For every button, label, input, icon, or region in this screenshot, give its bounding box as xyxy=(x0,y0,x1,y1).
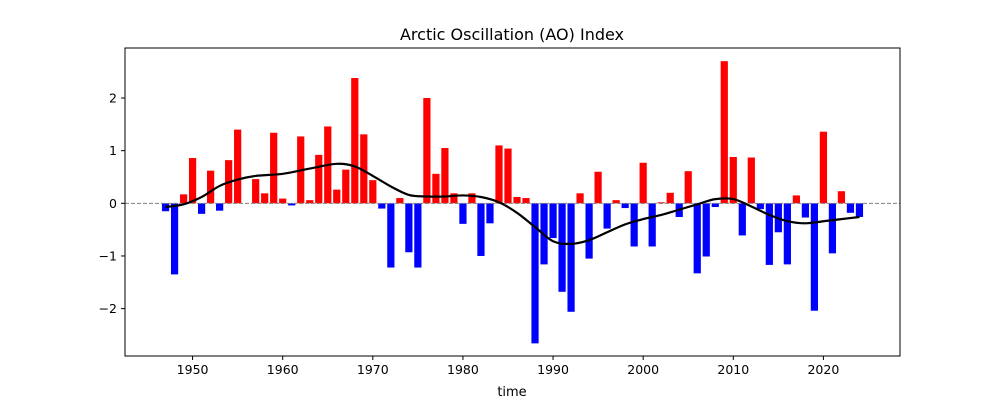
bar-1984 xyxy=(495,145,503,204)
bar-1963 xyxy=(306,200,314,204)
bar-2002 xyxy=(657,202,665,204)
bar-2007 xyxy=(702,203,710,257)
x-tick-label-1980: 1980 xyxy=(447,362,479,377)
bar-2011 xyxy=(738,203,746,236)
bar-1994 xyxy=(585,203,593,259)
bar-2019 xyxy=(810,203,818,311)
bar-1988 xyxy=(531,203,539,344)
plot-frame xyxy=(124,47,901,357)
bar-1972 xyxy=(387,203,395,268)
bar-1979 xyxy=(450,193,458,204)
bar-1959 xyxy=(270,132,278,204)
y-tick-label-1: 1 xyxy=(109,143,117,158)
bar-2000 xyxy=(639,162,647,204)
x-axis-label: time xyxy=(497,385,526,400)
bar-2020 xyxy=(819,131,828,204)
bar-2005 xyxy=(684,171,692,204)
bar-2010 xyxy=(729,156,737,204)
bar-1980 xyxy=(459,203,467,224)
y-axis: −2 −1 0 1 2 xyxy=(99,91,125,316)
bar-1953 xyxy=(216,203,224,211)
bar-1986 xyxy=(513,197,521,204)
bar-1950 xyxy=(188,158,197,204)
bar-1987 xyxy=(522,198,530,204)
bar-1982 xyxy=(477,203,485,256)
x-tick-label-1950: 1950 xyxy=(177,362,209,377)
bar-1985 xyxy=(504,148,512,204)
y-tick-label--1: −1 xyxy=(99,248,117,263)
bar-2016 xyxy=(783,203,791,265)
bar-group xyxy=(161,61,864,344)
bar-1991 xyxy=(558,203,566,292)
bar-1948 xyxy=(170,203,179,275)
bar-1974 xyxy=(405,203,413,253)
x-tick-label-2010: 2010 xyxy=(717,362,749,377)
bar-1978 xyxy=(441,148,449,204)
bar-1960 xyxy=(279,198,287,204)
bar-2012 xyxy=(747,157,755,204)
bar-2014 xyxy=(765,203,773,265)
bar-1952 xyxy=(207,170,215,204)
bar-1961 xyxy=(288,203,296,206)
bar-1947 xyxy=(161,203,170,212)
bar-2017 xyxy=(792,195,800,204)
smoothed-ao-line xyxy=(165,162,860,246)
bar-1997 xyxy=(612,200,620,204)
bar-2006 xyxy=(693,203,701,274)
bar-2022 xyxy=(837,191,846,204)
bar-1949 xyxy=(179,194,188,204)
bar-1976 xyxy=(423,98,431,204)
bar-1999 xyxy=(630,203,638,247)
x-tick-label-1990: 1990 xyxy=(537,362,569,377)
bar-1995 xyxy=(594,171,602,204)
x-tick-label-1960: 1960 xyxy=(267,362,299,377)
bar-2009 xyxy=(720,61,728,204)
bar-2003 xyxy=(666,192,674,204)
chart-title: Arctic Oscillation (AO) Index xyxy=(400,25,624,44)
bar-1975 xyxy=(414,203,422,268)
x-tick-label-2000: 2000 xyxy=(627,362,659,377)
bar-1998 xyxy=(621,203,629,209)
y-tick-label--2: −2 xyxy=(99,301,117,316)
bar-1977 xyxy=(432,173,440,204)
bar-2001 xyxy=(648,203,656,247)
bar-1967 xyxy=(342,169,350,204)
bar-1981 xyxy=(468,193,476,204)
y-tick-label-0: 0 xyxy=(109,196,117,211)
bar-2013 xyxy=(756,203,764,210)
bar-2018 xyxy=(801,203,809,218)
bar-1996 xyxy=(603,203,611,229)
y-tick-label-2: 2 xyxy=(109,91,117,106)
bar-1970 xyxy=(369,180,377,204)
bar-1969 xyxy=(360,134,368,204)
bar-2023 xyxy=(846,203,855,213)
bar-1955 xyxy=(234,129,242,204)
bar-1951 xyxy=(197,203,206,214)
bar-2024 xyxy=(855,203,864,218)
bar-2008 xyxy=(711,203,719,208)
bar-1971 xyxy=(378,203,386,209)
bar-1973 xyxy=(396,198,404,204)
x-tick-label-1970: 1970 xyxy=(357,362,389,377)
bar-1966 xyxy=(333,189,341,204)
bar-1992 xyxy=(567,203,575,312)
bar-1990 xyxy=(549,203,557,239)
bar-1964 xyxy=(315,154,323,204)
bar-2021 xyxy=(828,203,837,254)
bar-1993 xyxy=(576,193,584,204)
x-tick-label-2020: 2020 xyxy=(807,362,839,377)
bar-1968 xyxy=(351,78,359,204)
bar-1957 xyxy=(252,179,260,204)
x-axis: 1950 1960 1970 1980 1990 2000 2010 2020 xyxy=(177,356,839,377)
bar-1983 xyxy=(486,203,494,224)
bar-1958 xyxy=(261,193,269,204)
